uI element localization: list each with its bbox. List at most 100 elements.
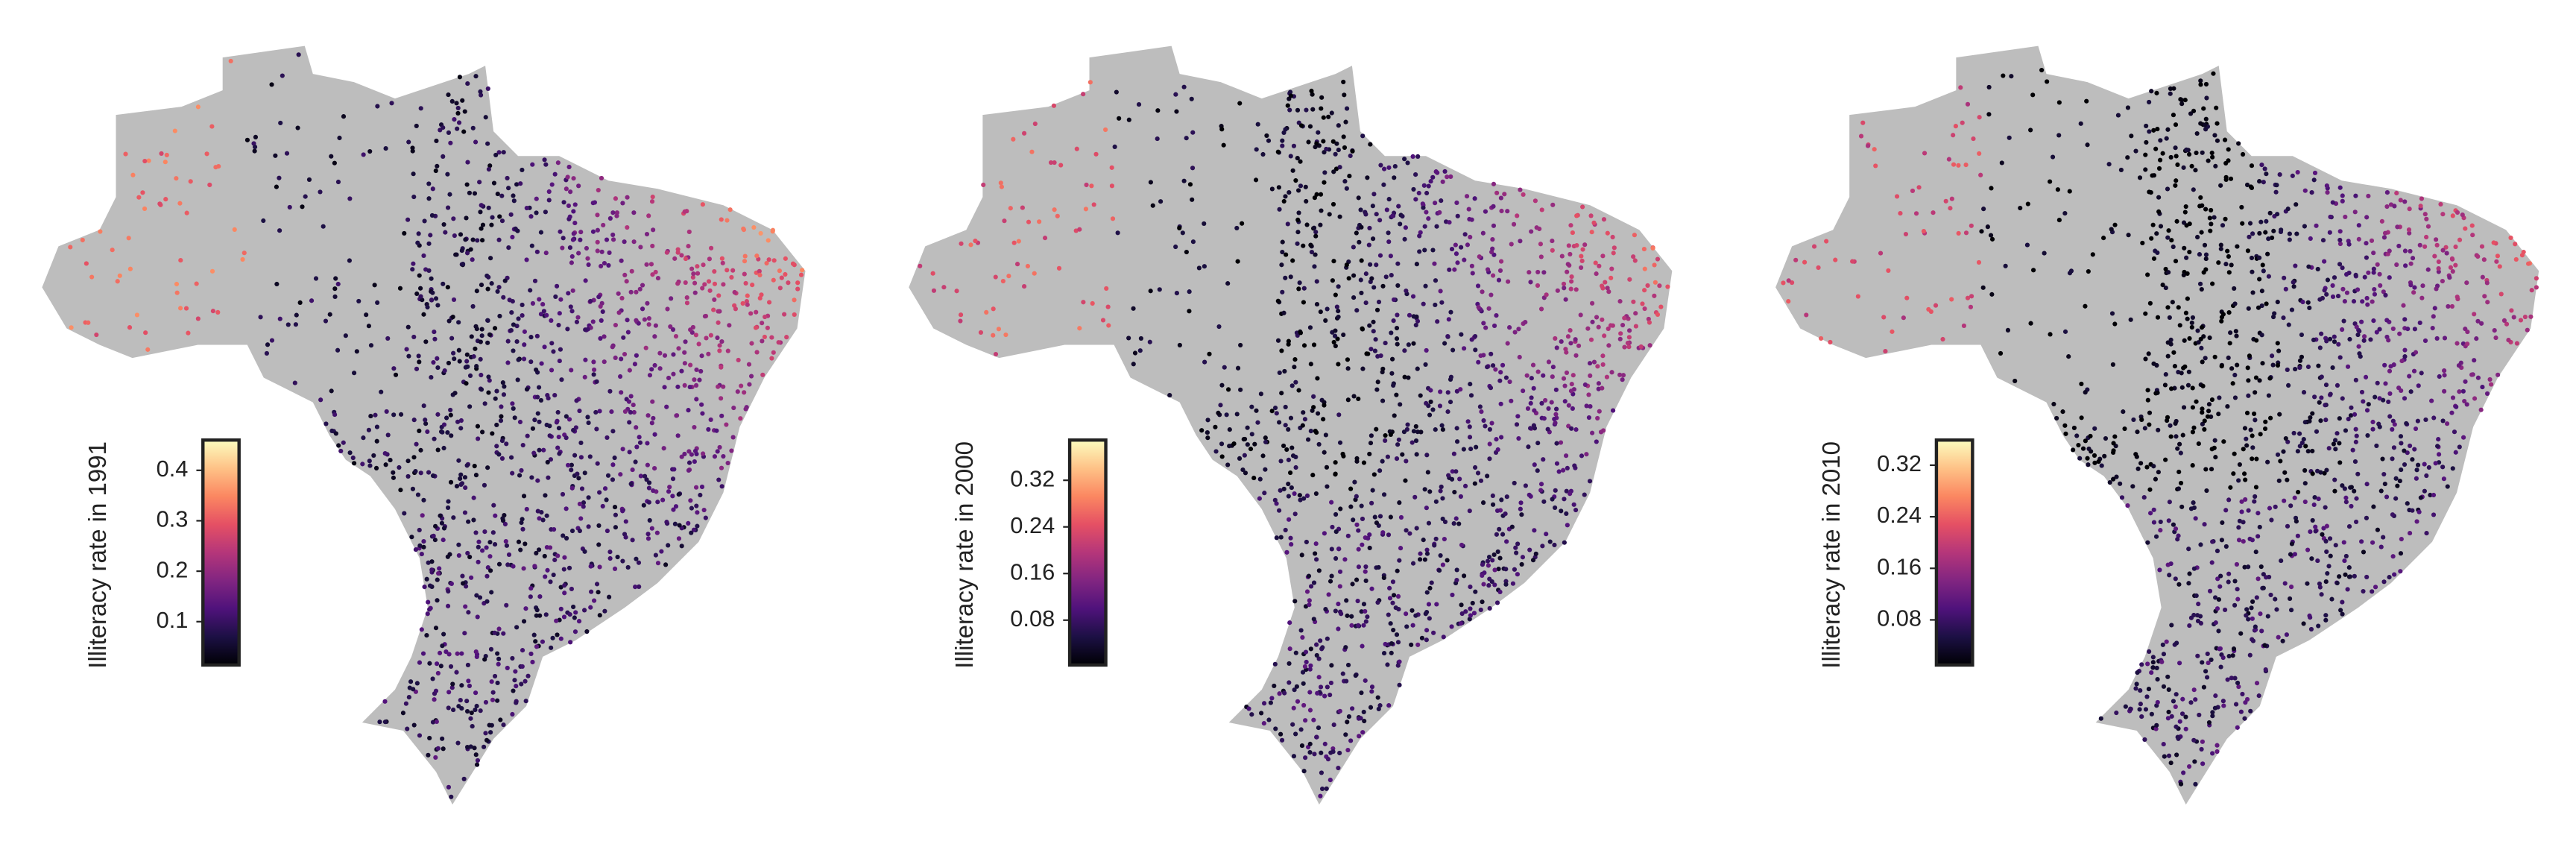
municipality-dot bbox=[2364, 295, 2370, 301]
municipality-dot bbox=[516, 539, 522, 544]
municipality-dot bbox=[484, 573, 490, 579]
municipality-dot bbox=[618, 374, 623, 380]
municipality-dot bbox=[1413, 423, 1418, 429]
municipality-dot bbox=[612, 455, 617, 461]
municipality-dot bbox=[2469, 372, 2475, 377]
municipality-dot bbox=[471, 517, 476, 523]
municipality-dot bbox=[479, 387, 484, 392]
municipality-dot bbox=[1478, 478, 1484, 483]
municipality-dot bbox=[2247, 353, 2252, 359]
municipality-dot bbox=[651, 415, 656, 421]
municipality-dot bbox=[336, 443, 341, 448]
municipality-dot bbox=[2184, 147, 2189, 152]
municipality-dot bbox=[1371, 285, 1377, 290]
municipality-dot bbox=[1359, 224, 1364, 230]
municipality-dot bbox=[1293, 454, 1298, 459]
municipality-dot bbox=[1517, 354, 1522, 360]
municipality-dot bbox=[458, 472, 464, 477]
municipality-dot bbox=[607, 549, 613, 555]
municipality-dot bbox=[1604, 374, 1609, 380]
municipality-dot bbox=[1417, 557, 1423, 562]
municipality-dot bbox=[244, 137, 250, 142]
municipality-dot bbox=[2370, 589, 2375, 594]
municipality-dot bbox=[2163, 372, 2168, 377]
municipality-dot bbox=[373, 412, 378, 418]
municipality-dot bbox=[552, 393, 558, 398]
municipality-dot bbox=[2149, 711, 2154, 717]
municipality-dot bbox=[1056, 265, 1062, 271]
municipality-dot bbox=[2158, 224, 2164, 229]
municipality-dot bbox=[599, 263, 604, 269]
municipality-dot bbox=[1280, 138, 1285, 143]
municipality-dot bbox=[1586, 392, 1591, 397]
municipality-dot bbox=[462, 475, 468, 480]
municipality-dot bbox=[1225, 387, 1231, 392]
municipality-dot bbox=[2288, 596, 2293, 602]
municipality-dot bbox=[1341, 453, 1346, 459]
municipality-dot bbox=[441, 422, 447, 427]
municipality-dot bbox=[1295, 156, 1300, 161]
municipality-dot bbox=[675, 433, 681, 438]
municipality-dot bbox=[634, 425, 639, 430]
municipality-dot bbox=[2112, 321, 2118, 327]
municipality-dot bbox=[630, 538, 635, 543]
municipality-dot bbox=[1254, 408, 1259, 413]
municipality-dot bbox=[2285, 207, 2291, 212]
municipality-dot bbox=[2118, 167, 2124, 173]
municipality-dot bbox=[1383, 438, 1388, 443]
municipality-dot bbox=[1417, 233, 1422, 239]
municipality-dot bbox=[492, 673, 498, 679]
municipality-dot bbox=[2308, 236, 2313, 242]
municipality-dot bbox=[1535, 269, 1541, 275]
municipality-dot bbox=[2337, 185, 2343, 190]
municipality-dot bbox=[1347, 174, 1352, 179]
municipality-dot bbox=[2302, 499, 2308, 505]
municipality-dot bbox=[2352, 210, 2358, 215]
municipality-dot bbox=[1336, 626, 1341, 632]
municipality-dot bbox=[1131, 306, 1136, 311]
municipality-dot bbox=[2166, 753, 2172, 758]
municipality-dot bbox=[746, 362, 752, 367]
municipality-dot bbox=[1858, 133, 1864, 139]
municipality-dot bbox=[2171, 522, 2176, 527]
municipality-dot bbox=[2364, 255, 2370, 260]
municipality-dot bbox=[433, 296, 439, 301]
municipality-dot bbox=[677, 523, 682, 528]
municipality-dot bbox=[2150, 222, 2156, 227]
municipality-dot bbox=[486, 274, 491, 280]
municipality-dot bbox=[2308, 614, 2313, 620]
municipality-dot bbox=[1467, 424, 1472, 429]
municipality-dot bbox=[1439, 300, 1445, 305]
municipality-dot bbox=[2112, 434, 2118, 439]
municipality-dot bbox=[1427, 616, 1432, 621]
municipality-dot bbox=[2235, 362, 2240, 368]
municipality-dot bbox=[588, 564, 593, 569]
municipality-dot bbox=[1480, 289, 1485, 295]
municipality-dot bbox=[576, 476, 581, 481]
municipality-dot bbox=[1369, 689, 1374, 694]
municipality-dot bbox=[421, 539, 426, 544]
municipality-dot bbox=[508, 212, 514, 217]
municipality-dot bbox=[2066, 354, 2071, 359]
municipality-dot bbox=[1073, 228, 1079, 233]
municipality-dot bbox=[2200, 761, 2206, 766]
municipality-dot bbox=[1361, 709, 1366, 715]
municipality-dot bbox=[534, 249, 540, 254]
municipality-dot bbox=[2176, 469, 2182, 475]
municipality-dot bbox=[374, 438, 379, 444]
municipality-dot bbox=[515, 377, 520, 382]
municipality-dot bbox=[720, 260, 725, 265]
municipality-dot bbox=[1052, 160, 1057, 166]
municipality-dot bbox=[462, 109, 467, 114]
municipality-dot bbox=[2436, 259, 2441, 265]
municipality-dot bbox=[441, 154, 446, 159]
municipality-dot bbox=[2266, 236, 2271, 242]
municipality-dot bbox=[209, 124, 215, 129]
municipality-dot bbox=[1459, 245, 1464, 250]
municipality-dot bbox=[1293, 650, 1298, 655]
municipality-dot bbox=[1590, 319, 1595, 324]
municipality-dot bbox=[1292, 599, 1298, 604]
municipality-dot bbox=[600, 503, 605, 509]
municipality-dot bbox=[337, 135, 342, 141]
municipality-dot bbox=[754, 350, 760, 355]
